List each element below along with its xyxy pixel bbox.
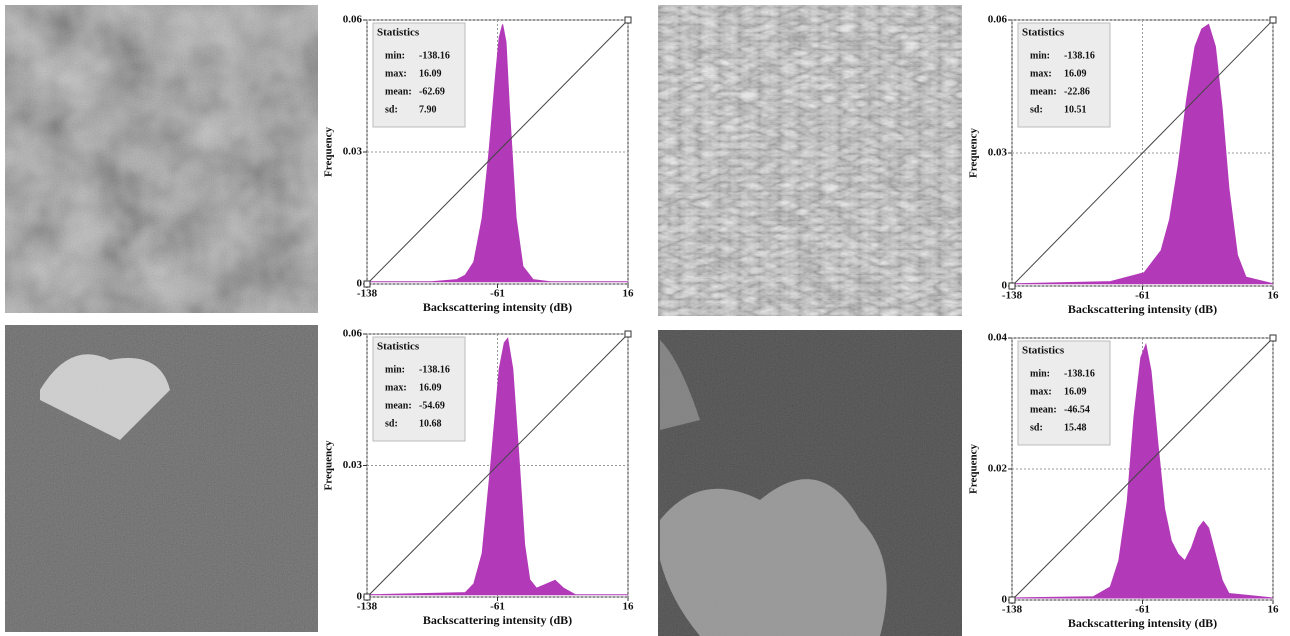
statistics-title: Statistics <box>1022 27 1065 39</box>
y-tick-label: 0.02 <box>988 463 1008 475</box>
statistics-label: min: <box>385 50 405 61</box>
statistics-label: max: <box>1030 386 1052 397</box>
x-tick-label: 16 <box>1268 604 1280 616</box>
statistics-value: 7.90 <box>419 104 437 115</box>
statistics-label: min: <box>385 364 405 375</box>
x-axis-label: Backscattering intensity (dB) <box>423 613 572 627</box>
statistics-label: min: <box>1030 50 1050 61</box>
statistics-value: -138.16 <box>1064 50 1095 61</box>
statistics-title: Statistics <box>1022 345 1065 357</box>
statistics-value: -22.86 <box>1064 86 1090 97</box>
statistics-title: Statistics <box>377 341 420 353</box>
corner-marker <box>625 17 631 23</box>
image-top-left <box>5 5 318 313</box>
statistics-value: 16.09 <box>419 68 442 79</box>
statistics-value: -46.54 <box>1064 404 1090 415</box>
y-tick-label: 0 <box>357 591 363 603</box>
image-top-right <box>658 5 962 316</box>
x-axis-label: Backscattering intensity (dB) <box>1068 302 1217 316</box>
statistics-value: -138.16 <box>419 364 450 375</box>
corner-marker <box>1270 335 1276 341</box>
corner-marker <box>1009 283 1015 289</box>
statistics-value: -138.16 <box>419 50 450 61</box>
corner-marker <box>364 594 370 600</box>
statistics-value: 10.51 <box>1064 104 1087 115</box>
statistics-title: Statistics <box>377 27 420 39</box>
y-tick-label: 0.06 <box>343 328 363 340</box>
statistics-value: -62.69 <box>419 86 445 97</box>
y-tick-label: 0 <box>1002 280 1008 292</box>
y-tick-label: 0.03 <box>343 146 363 158</box>
x-tick-label: 16 <box>623 601 635 613</box>
figure: -138-611600.030.06Backscattering intensi… <box>0 0 1290 636</box>
x-axis-label: Backscattering intensity (dB) <box>423 300 572 314</box>
image-bottom-right <box>658 330 962 636</box>
statistics-value: -138.16 <box>1064 368 1095 379</box>
statistics-value: 16.09 <box>1064 386 1087 397</box>
corner-marker <box>1009 597 1015 603</box>
statistics-label: mean: <box>385 400 412 411</box>
statistics-value: 15.48 <box>1064 422 1087 433</box>
y-tick-label: 0.03 <box>343 459 363 471</box>
x-tick-label: -61 <box>1135 290 1150 302</box>
x-tick-label: -61 <box>490 288 505 300</box>
statistics-label: max: <box>385 382 407 393</box>
statistics-label: max: <box>1030 68 1052 79</box>
statistics-value: 16.09 <box>419 382 442 393</box>
x-tick-label: 16 <box>623 288 635 300</box>
y-axis-label: Frequency <box>968 128 980 178</box>
statistics-label: min: <box>1030 368 1050 379</box>
y-tick-label: 0 <box>357 278 363 290</box>
image-bottom-left <box>5 325 318 632</box>
statistics-label: mean: <box>1030 404 1057 415</box>
statistics-label: max: <box>385 68 407 79</box>
y-axis-label: Frequency <box>323 440 335 490</box>
y-axis-label: Frequency <box>968 444 980 494</box>
x-tick-label: -61 <box>1135 604 1150 616</box>
statistics-value: -54.69 <box>419 400 445 411</box>
y-tick-label: 0.04 <box>988 332 1008 344</box>
statistics-label: sd: <box>1030 104 1043 115</box>
statistics-value: 10.68 <box>419 418 442 429</box>
y-tick-label: 0.06 <box>343 14 363 26</box>
y-axis-label: Frequency <box>323 127 335 177</box>
corner-marker <box>1270 17 1276 23</box>
y-tick-label: 0.03 <box>988 147 1008 159</box>
statistics-label: mean: <box>1030 86 1057 97</box>
statistics-label: sd: <box>1030 422 1043 433</box>
page: -138-611600.030.06Backscattering intensi… <box>0 0 1290 636</box>
x-tick-label: -61 <box>490 601 505 613</box>
statistics-value: 16.09 <box>1064 68 1087 79</box>
statistics-label: mean: <box>385 86 412 97</box>
y-tick-label: 0.06 <box>988 14 1008 26</box>
corner-marker <box>364 281 370 287</box>
corner-marker <box>625 331 631 337</box>
x-tick-label: 16 <box>1268 290 1280 302</box>
statistics-label: sd: <box>385 418 398 429</box>
statistics-label: sd: <box>385 104 398 115</box>
y-tick-label: 0 <box>1002 594 1008 606</box>
x-axis-label: Backscattering intensity (dB) <box>1068 616 1217 630</box>
